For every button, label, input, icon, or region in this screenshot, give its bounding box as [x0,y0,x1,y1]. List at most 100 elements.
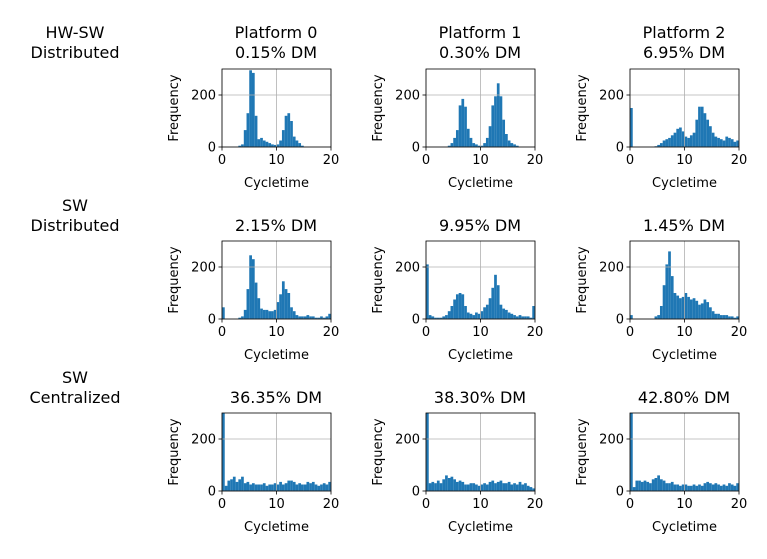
histogram-bar [475,484,478,491]
histogram-bar [719,315,723,319]
histogram-bar [281,484,285,491]
histogram-bar [657,144,660,147]
histogram-bar [453,479,456,491]
histogram-bar [687,137,690,147]
y-axis-label: Frequency [371,418,386,485]
y-axis-label: Frequency [167,74,182,141]
histogram-bar [725,315,729,319]
x-tick-label: 20 [527,497,544,512]
histogram-bar [298,483,302,491]
dm-label: 9.95% DM [438,216,522,235]
x-axis-label: Cycletime [448,348,513,363]
histogram-bar [241,144,244,147]
histogram-bar [502,483,506,491]
dm-label: 0.15% DM [234,43,318,62]
y-tick-label: 0 [616,313,624,328]
y-tick-label: 0 [208,313,216,328]
histogram-bar [689,135,693,147]
y-axis-label: Frequency [167,418,182,485]
histogram-bar [717,484,720,491]
x-tick-label: 20 [323,325,340,340]
histogram-bar [733,141,737,147]
histogram-bar [262,140,266,147]
subplot-title: 1.45% DM [604,216,764,236]
histogram-bar [279,140,282,147]
histogram-bar [309,316,312,319]
histogram-bar [698,484,701,491]
histogram-bar [640,481,644,491]
x-tick-label: 10 [268,153,285,168]
histogram-bar [257,484,261,491]
histogram-bar [518,481,522,491]
histogram-bar [657,315,660,319]
histogram-bar [469,483,473,491]
histogram-bar [461,98,465,147]
histogram-bar [692,298,696,319]
row-label-line2: Distributed [30,216,120,235]
histogram-bar [491,480,495,491]
y-tick-label: 0 [412,313,420,328]
histogram-bar [328,481,331,491]
histogram-bar [695,485,699,491]
y-axis-label: Frequency [575,418,590,485]
histogram-bar [676,484,680,491]
histogram-bar [287,293,291,319]
x-tick-label: 20 [527,325,544,340]
histogram-bar [496,285,500,319]
x-tick-label: 10 [676,325,693,340]
y-tick-label: 200 [395,261,420,276]
histogram-bar [665,139,669,147]
histogram-bar [510,143,514,147]
histogram-bar [455,130,459,147]
histogram-bar [510,313,514,319]
histogram-bar [496,481,500,491]
histogram-bar [287,113,291,147]
histogram-bar [295,484,299,491]
histogram-bar [455,294,459,319]
histogram-bar [673,293,677,319]
histogram-bar [480,145,484,147]
histogram-bar [279,294,282,319]
histogram-bar [241,476,244,491]
histogram-bar [515,145,519,147]
histogram-bar [281,130,285,147]
histogram-bar [230,479,233,491]
x-axis-label: Cycletime [652,348,717,363]
histogram-bar [311,316,315,319]
y-tick-label: 0 [616,141,624,156]
histogram-bar [730,316,734,319]
histogram-bar [295,140,299,147]
histogram-bar [447,145,451,147]
histogram-bar [676,128,680,147]
y-axis-label: Frequency [371,246,386,313]
x-tick-label: 10 [472,153,489,168]
histogram-bar [257,139,261,147]
histogram-bar [714,136,718,147]
histogram-bar [251,72,255,147]
histogram-bar [668,137,671,147]
subplot-title: Platform 2 6.95% DM [604,23,764,63]
histogram-bar [488,298,492,319]
histogram-bar [453,299,456,319]
histogram-bar [515,316,519,319]
platform-label: Platform 0 [234,23,318,42]
dm-label: 42.80% DM [637,388,731,407]
histogram-bar [736,316,739,319]
histogram-bar [243,309,247,319]
x-tick-label: 0 [626,497,634,512]
histogram-bar [494,274,497,319]
histogram-bar [472,483,476,491]
y-tick-label: 0 [616,485,624,500]
histogram-bar [728,137,731,147]
histogram-bar [480,484,484,491]
histogram-bar [496,83,500,147]
histogram-bar [711,484,715,491]
histogram-bar [630,108,633,147]
histogram-bar [692,484,696,491]
histogram-bar [464,484,467,491]
histogram-bar [681,131,685,147]
histogram-bar [273,144,277,147]
histogram-bar [733,485,737,491]
